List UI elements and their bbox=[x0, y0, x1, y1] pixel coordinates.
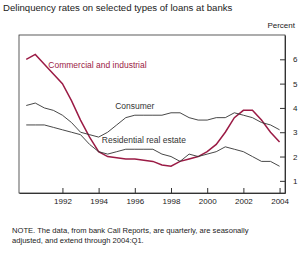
y-axis-label: Percent bbox=[267, 21, 295, 30]
x-tick: 1996 bbox=[126, 188, 144, 206]
x-tick: 1998 bbox=[163, 188, 181, 206]
y-tick-label: 6 bbox=[293, 55, 298, 64]
y-tick-label: 5 bbox=[293, 80, 298, 89]
x-tick-label: 2004 bbox=[271, 197, 289, 206]
x-tick-label: 2002 bbox=[235, 197, 253, 206]
lines bbox=[26, 54, 279, 166]
x-axis-line bbox=[20, 193, 286, 194]
note: adjusted, and extend through 2004:Q1. bbox=[12, 236, 144, 245]
plot-frame bbox=[19, 35, 285, 193]
x-tick: 1992 bbox=[54, 188, 72, 206]
note: NOTE. The data, from bank Call Reports, … bbox=[12, 226, 249, 235]
y-tick: 5 bbox=[280, 80, 298, 89]
y-tick-label: 3 bbox=[293, 128, 298, 137]
y-axis: 1 2 3 4 5 6 bbox=[280, 36, 298, 194]
x-tick-label: 1998 bbox=[163, 197, 181, 206]
y-tick: 1 bbox=[280, 177, 298, 186]
x-tick: 1994 bbox=[90, 188, 108, 206]
x-tick-label: 1996 bbox=[126, 197, 144, 206]
y-tick-mark bbox=[280, 108, 285, 109]
series-label: Consumer bbox=[115, 101, 154, 111]
x-tick-label: 1994 bbox=[90, 197, 108, 206]
y-axis-line bbox=[285, 36, 286, 194]
x-axis: 1992 1994 1996 1998 2000 2002 2004 bbox=[20, 188, 290, 206]
chart-svg: Delinquency rates on selected types of l… bbox=[0, 0, 299, 261]
x-tick-mark bbox=[243, 188, 244, 193]
title: Delinquency rates on selected types of l… bbox=[3, 2, 233, 13]
y-tick: 2 bbox=[280, 153, 298, 162]
y-tick-mark bbox=[280, 157, 285, 158]
y-tick-mark bbox=[280, 132, 285, 133]
x-tick-label: 2000 bbox=[199, 197, 217, 206]
y-tick-mark bbox=[280, 59, 285, 60]
x-tick-mark bbox=[280, 188, 281, 193]
series-line bbox=[26, 125, 279, 166]
y-tick-label: 1 bbox=[293, 177, 298, 186]
y-tick-mark bbox=[280, 181, 285, 182]
y-tick: 3 bbox=[280, 128, 298, 137]
y-tick-label: 2 bbox=[293, 153, 298, 162]
y-tick-mark bbox=[280, 84, 285, 85]
x-tick: 2002 bbox=[235, 188, 253, 206]
x-tick: 2000 bbox=[199, 188, 217, 206]
chart-container: Delinquency rates on selected types of l… bbox=[0, 0, 299, 261]
x-tick-mark bbox=[171, 188, 172, 193]
series-label: Commercial and industrial bbox=[48, 60, 146, 70]
x-tick-mark bbox=[135, 188, 136, 193]
x-tick-mark bbox=[99, 188, 100, 193]
x-tick: 2004 bbox=[271, 188, 289, 206]
series-line bbox=[26, 54, 279, 166]
x-tick-mark bbox=[207, 188, 208, 193]
x-tick-mark bbox=[62, 188, 63, 193]
y-tick: 6 bbox=[280, 55, 298, 64]
x-tick-label: 1992 bbox=[54, 197, 72, 206]
series-label: Residential real estate bbox=[102, 135, 186, 145]
y-tick-label: 4 bbox=[293, 104, 298, 113]
y-tick: 4 bbox=[280, 104, 298, 113]
